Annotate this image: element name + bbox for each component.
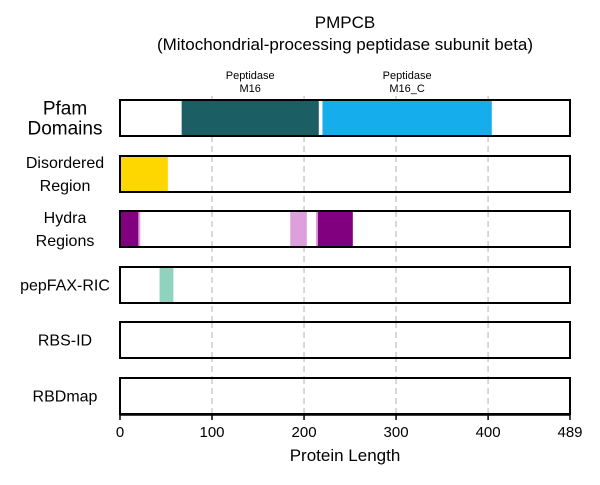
track-label: Hydra (44, 210, 87, 227)
chart-title: PMPCB (315, 13, 375, 32)
track-background (120, 156, 570, 192)
track-label: Region (40, 178, 91, 195)
segment-0-0 (181, 100, 319, 136)
x-axis: 0 100 200 300 400 489 (116, 414, 583, 441)
segment-2-0 (120, 211, 139, 247)
x-tick-label: 489 (557, 424, 582, 441)
segment-2-4 (317, 211, 353, 247)
segment-annotation: Peptidase (226, 70, 275, 82)
track-border (119, 321, 571, 359)
segment-3-0 (159, 267, 174, 303)
track-1: Disordered Region (26, 155, 571, 195)
track-border (119, 155, 571, 193)
track-label: Regions (36, 233, 95, 250)
x-tick-label: 0 (116, 424, 124, 441)
segment-2-2 (290, 211, 307, 247)
segment-0-1 (322, 100, 492, 136)
segment-2-1 (138, 211, 141, 247)
grid-lines (211, 96, 489, 415)
chart-subtitle: (Mitochondrial-processing peptidase subu… (157, 35, 533, 54)
track-background (120, 267, 570, 303)
track-border (119, 210, 571, 248)
segment-1-0 (120, 156, 168, 192)
segment-annotation: Peptidase (383, 70, 432, 82)
track-2: Hydra Regions (36, 210, 571, 250)
track-label: pepFAX-RIC (20, 278, 110, 295)
x-tick-label: 200 (292, 424, 317, 441)
track-border (119, 99, 571, 137)
segment-annotation: M16_C (389, 83, 425, 95)
x-tick-label: 100 (200, 424, 225, 441)
track-3: pepFAX-RIC (20, 266, 571, 304)
track-label: Domains (28, 119, 103, 140)
track-border (119, 377, 571, 415)
track-label: Disordered (26, 155, 104, 172)
tracks: PeptidaseM16PeptidaseM16_CPfamDomainsDis… (20, 70, 571, 415)
track-label: Pfam (43, 99, 87, 120)
track-background (120, 378, 570, 414)
track-4: RBS-ID (38, 321, 571, 359)
x-tick-label: 300 (384, 424, 409, 441)
segment-annotation: M16 (240, 83, 261, 95)
track-label: RBS-ID (38, 333, 92, 350)
track-border (119, 266, 571, 304)
track-5: RBDmap (33, 377, 571, 415)
track-label: RBDmap (33, 389, 98, 406)
x-axis-label: Protein Length (290, 446, 401, 465)
x-tick-label: 400 (476, 424, 501, 441)
track-background (120, 322, 570, 358)
segment-2-3 (316, 211, 318, 247)
